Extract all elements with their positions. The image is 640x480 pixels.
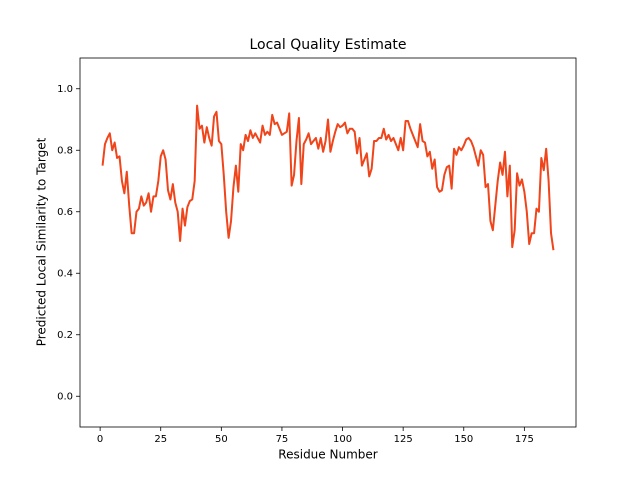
plot-frame <box>79 57 577 428</box>
y-tick-label: 0.2 <box>57 330 73 341</box>
chart-title: Local Quality Estimate <box>249 37 406 53</box>
x-tick-label: 150 <box>454 434 473 445</box>
y-tick-label: 0.0 <box>57 391 73 402</box>
y-tick-label: 0.6 <box>57 207 73 218</box>
y-tick-label: 0.8 <box>57 145 73 156</box>
x-tick-label: 75 <box>276 434 289 445</box>
x-tick-label: 25 <box>154 434 167 445</box>
y-tick-label: 0.4 <box>57 268 73 279</box>
data-line <box>101 104 555 251</box>
x-tick-label: 0 <box>97 434 103 445</box>
x-tick-label: 100 <box>333 434 352 445</box>
y-axis-label: Predicted Local Similarity to Target <box>35 137 49 346</box>
x-tick-label: 125 <box>394 434 413 445</box>
x-axis-label: Residue Number <box>278 448 377 462</box>
x-tick-label: 50 <box>215 434 228 445</box>
y-tick-label: 1.0 <box>57 84 73 95</box>
x-tick-label: 175 <box>515 434 534 445</box>
